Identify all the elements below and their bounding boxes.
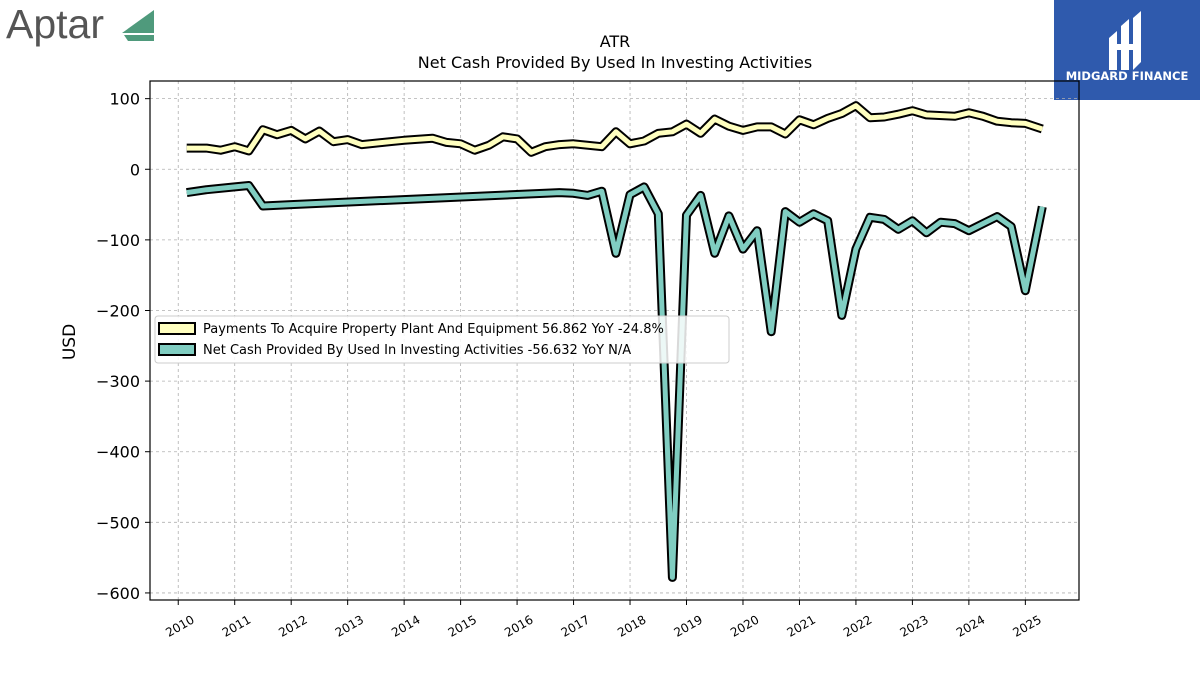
series-line-1: [186, 183, 1045, 580]
y-axis-ticks: 100 0 −100 −200 −300 −400 −500 −600: [96, 90, 150, 603]
legend-swatch-capex: [158, 322, 196, 335]
y-tick-label: −200: [96, 301, 140, 320]
y-tick-label: −400: [96, 443, 140, 462]
x-tick-label: 2020: [728, 612, 761, 639]
x-tick-label: 2012: [276, 612, 309, 639]
midgard-finance-logo: MIDGARD FINANCE: [1054, 0, 1200, 100]
aptar-leaf-icon: [122, 10, 154, 41]
chart-subtitle: Net Cash Provided By Used In Investing A…: [418, 53, 812, 72]
x-tick-label: 2025: [1010, 612, 1043, 639]
x-tick-label: 2018: [615, 612, 648, 639]
y-tick-label: −100: [96, 231, 140, 250]
x-tick-label: 2016: [502, 612, 535, 639]
x-tick-label: 2014: [389, 612, 422, 639]
plot-frame: [149, 80, 1080, 601]
legend-label-investing: Net Cash Provided By Used In Investing A…: [203, 343, 631, 358]
x-tick-label: 2013: [333, 612, 366, 639]
legend-label-capex: Payments To Acquire Property Plant And E…: [203, 322, 664, 337]
y-tick-label: 0: [130, 160, 140, 179]
aptar-logo-text: Aptar: [6, 2, 104, 47]
x-tick-label: 2019: [672, 612, 705, 639]
legend-swatch-investing: [158, 343, 196, 356]
chart-title: ATR: [600, 32, 631, 51]
y-axis-label: USD: [60, 324, 80, 360]
y-tick-label: −500: [96, 513, 140, 532]
x-axis-ticks: 2010 2011 2012 2013 2014 2015 2016 2017 2018 2019…: [163, 600, 1044, 640]
series-line-0: [186, 103, 1044, 155]
x-tick-label: 2021: [784, 612, 817, 639]
x-tick-label: 2023: [897, 612, 930, 639]
x-tick-label: 2017: [559, 612, 592, 639]
y-tick-label: 100: [109, 90, 140, 109]
aptar-logo: Aptar: [6, 1, 166, 48]
midgard-logo-text: MIDGARD FINANCE: [1066, 69, 1189, 83]
y-tick-label: −600: [96, 584, 140, 603]
y-tick-label: −300: [96, 372, 140, 391]
legend: Payments To Acquire Property Plant And E…: [154, 315, 730, 364]
x-tick-label: 2024: [954, 612, 987, 639]
x-tick-label: 2022: [841, 612, 874, 639]
x-tick-label: 2015: [446, 612, 479, 639]
x-tick-label: 2011: [220, 612, 253, 639]
legend-box: [154, 315, 730, 364]
midgard-emblem-icon: [1109, 11, 1141, 70]
series-lines: [186, 101, 1047, 582]
x-tick-label: 2010: [163, 612, 196, 639]
